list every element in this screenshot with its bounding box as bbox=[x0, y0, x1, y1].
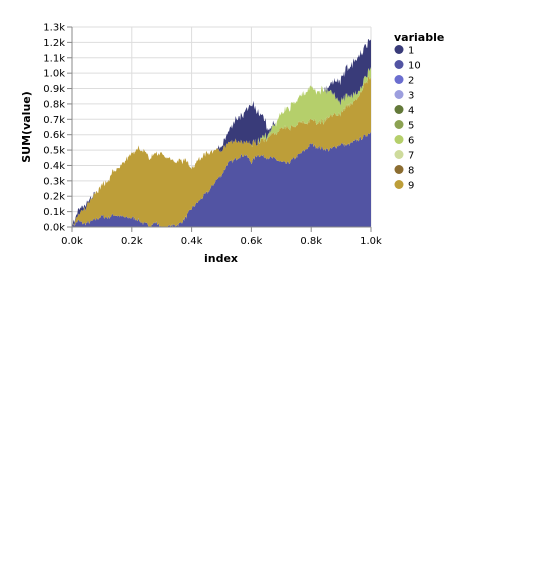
y-tick-label: 0.3k bbox=[43, 176, 65, 187]
y-axis-title: SUM(value) bbox=[20, 91, 33, 163]
legend-swatch bbox=[394, 120, 404, 129]
x-tick-label: 0.2k bbox=[121, 236, 143, 247]
x-tick-label: 0.0k bbox=[61, 236, 83, 247]
y-tick-label: 0.6k bbox=[43, 130, 65, 141]
legend-label: 6 bbox=[408, 136, 414, 147]
legend-title: variable bbox=[394, 31, 444, 44]
legend-label: 8 bbox=[408, 166, 414, 177]
y-tick-label: 0.0k bbox=[43, 223, 65, 234]
y-tick-label: 1.0k bbox=[43, 69, 65, 80]
axes: 0.0k 0.2k 0.4k 0.6k 0.8k 1.0k 0.0k 0.1k 0.2k 0.3k… bbox=[43, 23, 382, 248]
area-series-9 bbox=[72, 76, 371, 227]
y-tick-label: 0.8k bbox=[43, 99, 65, 110]
legend-swatch bbox=[394, 180, 404, 189]
legend-swatch bbox=[394, 60, 404, 69]
x-tick-label: 1.0k bbox=[360, 236, 382, 247]
y-tick-label: 0.2k bbox=[43, 192, 65, 203]
y-tick-label: 0.4k bbox=[43, 161, 65, 172]
y-tick-label: 1.2k bbox=[43, 38, 65, 49]
legend-label: 2 bbox=[408, 76, 414, 87]
legend: variable 1 10 2 3 4 5 6 7 8 9 bbox=[394, 31, 444, 192]
legend-label: 9 bbox=[408, 181, 414, 192]
legend-label: 7 bbox=[408, 151, 414, 162]
x-axis-title: index bbox=[204, 252, 238, 265]
legend-swatch bbox=[394, 165, 404, 174]
legend-swatch bbox=[394, 45, 404, 54]
legend-swatch bbox=[394, 135, 404, 144]
legend-label: 10 bbox=[408, 61, 421, 72]
y-tick-label: 0.7k bbox=[43, 115, 65, 126]
legend-label: 1 bbox=[408, 46, 414, 57]
x-tick-label: 0.8k bbox=[300, 236, 322, 247]
area-series-layer bbox=[72, 39, 371, 228]
y-tick-label: 1.1k bbox=[43, 53, 65, 64]
legend-label: 4 bbox=[408, 106, 414, 117]
legend-swatch bbox=[394, 105, 404, 114]
area-series-6 bbox=[72, 67, 371, 227]
x-tick-label: 0.4k bbox=[181, 236, 203, 247]
legend-label: 5 bbox=[408, 121, 414, 132]
legend-label: 3 bbox=[408, 91, 414, 102]
area-series-10 bbox=[72, 131, 371, 227]
y-tick-label: 0.5k bbox=[43, 146, 65, 157]
legend-swatch bbox=[394, 75, 404, 84]
legend-swatch bbox=[394, 150, 404, 159]
y-tick-label: 0.9k bbox=[43, 84, 65, 95]
y-tick-label: 0.1k bbox=[43, 207, 65, 218]
x-tick-label: 0.6k bbox=[241, 236, 263, 247]
legend-swatch bbox=[394, 90, 404, 99]
y-tick-label: 1.3k bbox=[43, 23, 65, 34]
